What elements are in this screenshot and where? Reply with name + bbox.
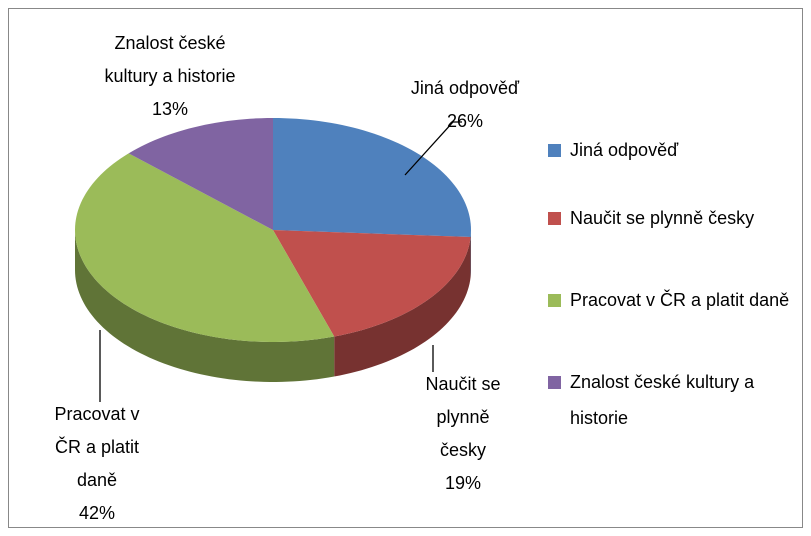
data-label-text: Jiná odpověď 26% bbox=[395, 72, 535, 138]
data-label-category: Znalost české kultury a historie bbox=[104, 33, 236, 86]
legend-swatch bbox=[548, 376, 561, 389]
data-label-value: 19% bbox=[444, 473, 482, 493]
slice-side bbox=[75, 230, 335, 382]
legend-item: Jiná odpověď bbox=[548, 132, 793, 168]
data-label: Znalost české kultury a historie 13% bbox=[80, 27, 260, 126]
data-label-text: Naučit se plynně česky 19% bbox=[417, 368, 509, 500]
legend-label: Znalost české kultury a historie bbox=[570, 372, 755, 428]
legend-item: Znalost české kultury a historie bbox=[548, 364, 793, 436]
data-label: Jiná odpověď 26% bbox=[395, 72, 535, 138]
legend-swatch bbox=[548, 294, 561, 307]
data-label: Naučit se plynně česky 19% bbox=[408, 368, 518, 500]
legend-swatch bbox=[548, 144, 561, 157]
data-label-value: 26% bbox=[446, 111, 484, 131]
data-label-category: Naučit se plynně česky bbox=[425, 374, 501, 460]
legend-item: Naučit se plynně česky bbox=[548, 200, 793, 236]
chart-border bbox=[8, 8, 803, 528]
data-label-category: Jiná odpověď bbox=[410, 78, 520, 98]
slice bbox=[75, 153, 335, 342]
data-label: Pracovat v ČR a platit daně 42% bbox=[22, 398, 172, 530]
slice bbox=[273, 118, 471, 238]
data-label-text: Znalost české kultury a historie 13% bbox=[95, 27, 245, 126]
slice bbox=[273, 230, 471, 337]
legend-item: Pracovat v ČR a platit daně bbox=[548, 282, 793, 318]
data-label-value: 13% bbox=[151, 99, 189, 119]
legend-label: Jiná odpověď bbox=[570, 140, 679, 160]
data-label-text: Pracovat v ČR a platit daně 42% bbox=[41, 398, 153, 530]
leader-line bbox=[404, 121, 462, 176]
slice-side bbox=[334, 237, 471, 377]
legend-label: Naučit se plynně česky bbox=[570, 208, 755, 228]
data-label-category: Pracovat v ČR a platit daně bbox=[54, 404, 140, 490]
data-label-value: 42% bbox=[78, 503, 116, 523]
slice bbox=[128, 118, 273, 230]
legend-swatch bbox=[548, 212, 561, 225]
legend-label: Pracovat v ČR a platit daně bbox=[570, 290, 790, 310]
